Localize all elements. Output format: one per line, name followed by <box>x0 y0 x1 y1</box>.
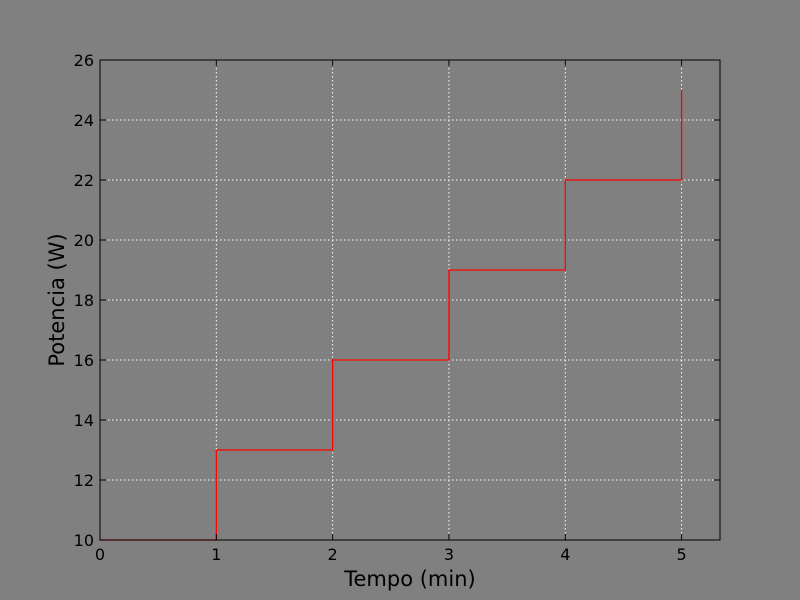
x-tick-label: 1 <box>211 545 221 564</box>
y-tick-label: 14 <box>74 411 94 430</box>
y-tick-label: 22 <box>74 171 94 190</box>
x-tick-label: 3 <box>444 545 454 564</box>
y-tick-label: 10 <box>74 531 94 550</box>
x-tick-label: 0 <box>95 545 105 564</box>
x-axis-title: Tempo (min) <box>343 567 475 591</box>
x-tick-label: 4 <box>560 545 570 564</box>
y-tick-label: 24 <box>74 111 94 130</box>
x-tick-label: 5 <box>677 545 687 564</box>
x-tick-label: 2 <box>328 545 338 564</box>
y-axis-title: Potencia (W) <box>45 233 69 366</box>
y-tick-label: 18 <box>74 291 94 310</box>
y-tick-label: 26 <box>74 51 94 70</box>
y-tick-label: 20 <box>74 231 94 250</box>
y-tick-label: 12 <box>74 471 94 490</box>
y-tick-label: 16 <box>74 351 94 370</box>
